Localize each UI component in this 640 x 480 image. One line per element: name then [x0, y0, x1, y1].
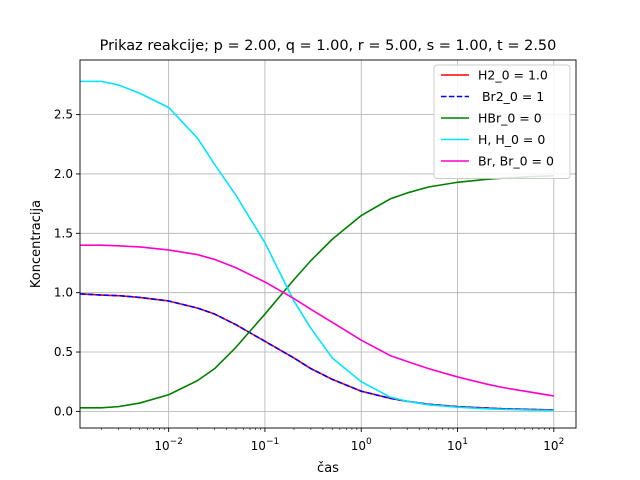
y-tick-label: 0.0: [54, 404, 73, 418]
y-axis-label: Koncentracija: [29, 200, 44, 288]
y-tick-label: 1.0: [54, 286, 73, 300]
series-line-2: [80, 174, 554, 409]
legend-label-2: HBr_0 = 0: [478, 111, 542, 126]
legend-box: [433, 64, 571, 179]
x-tick-label: 10−2: [154, 437, 183, 453]
y-tick-label: 2.5: [54, 108, 73, 122]
y-tick-label: 1.5: [54, 226, 73, 240]
y-tick-label: 0.5: [54, 345, 73, 359]
legend-label-4: Br, Br_0 = 0: [478, 154, 554, 169]
plot-frame: [79, 59, 577, 429]
series-line-4: [80, 244, 554, 397]
x-tick-label: 101: [447, 437, 468, 453]
x-axis-label: čas: [317, 461, 339, 476]
y-tick-label: 2.0: [54, 167, 73, 181]
legend-label-1: Br2_0 = 1: [478, 89, 544, 104]
legend-label-3: H, H_0 = 0: [478, 132, 545, 147]
x-tick-label: 10−1: [251, 437, 280, 453]
chart-title: Prikaz reakcije; p = 2.00, q = 1.00, r =…: [100, 38, 557, 54]
series-line-3: [80, 80, 554, 412]
legend-label-0: H2_0 = 1.0: [478, 68, 548, 83]
x-tick-label: 102: [543, 437, 564, 453]
x-tick-label: 100: [351, 437, 372, 453]
